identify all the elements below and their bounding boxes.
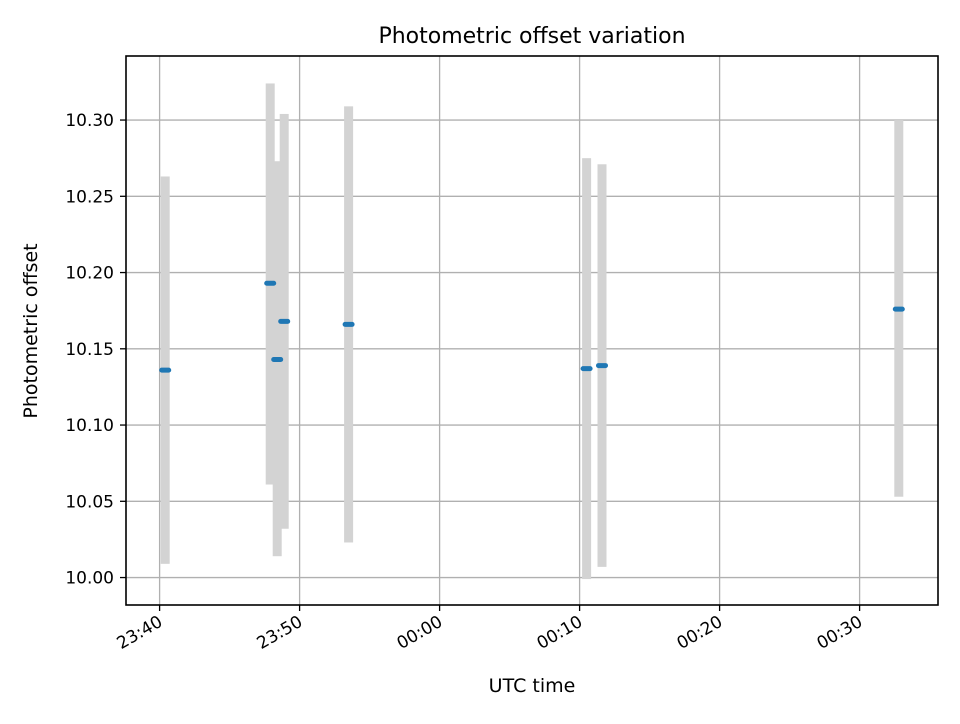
y-tick-label: 10.05 [65, 492, 114, 512]
x-tick-label: 00:00 [394, 612, 446, 654]
x-tick-label: 00:30 [814, 612, 866, 654]
x-tick-label: 00:10 [534, 612, 586, 654]
data-point [342, 321, 355, 327]
marker-layer [159, 280, 905, 373]
chart-title: Photometric offset variation [378, 24, 685, 49]
data-point [596, 363, 608, 369]
data-point [264, 280, 277, 286]
y-tick-label: 10.10 [65, 416, 114, 436]
x-tick-label: 00:20 [674, 612, 726, 654]
grid-layer [126, 56, 938, 605]
x-tick-label: 23:40 [114, 612, 166, 654]
data-point [278, 318, 291, 324]
data-point [580, 366, 593, 372]
y-tick-label: 10.15 [65, 340, 114, 360]
y-tick-label: 10.25 [65, 187, 114, 207]
x-tick-label: 23:50 [254, 612, 306, 654]
x-axis-label: UTC time [489, 675, 576, 697]
y-tick-label: 10.00 [65, 569, 114, 589]
plot-frame [125, 55, 939, 606]
y-tick-label: 10.20 [65, 264, 114, 284]
data-point [159, 367, 172, 373]
errorbar-layer [160, 83, 904, 580]
y-tick-label: 10.30 [65, 111, 114, 131]
data-point [892, 306, 905, 312]
tick-layer: 23:40 23:50 00:00 00:10 00:20 00:30 10.00 10.05… [65, 111, 866, 654]
data-point [271, 356, 284, 362]
y-axis-label: Photometric offset [20, 243, 42, 418]
